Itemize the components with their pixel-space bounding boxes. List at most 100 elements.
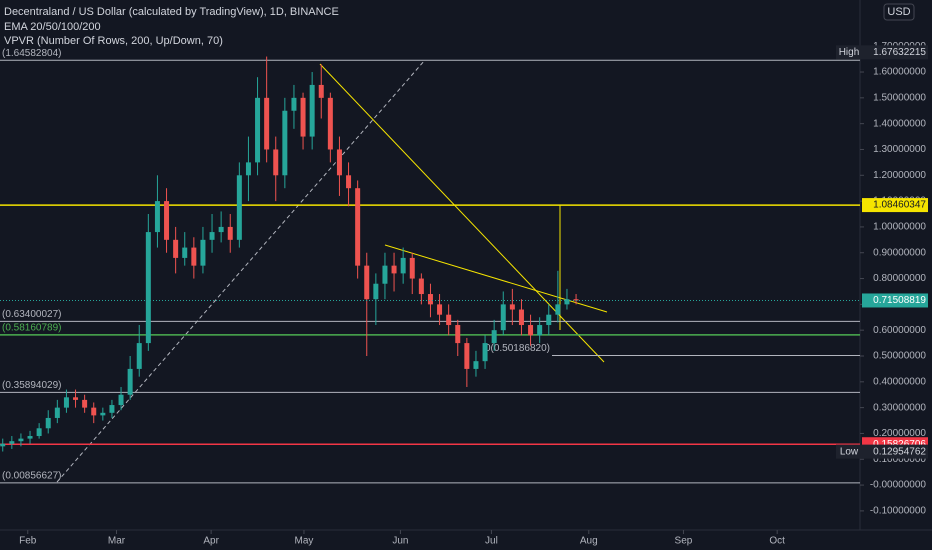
candle-body [63, 397, 69, 408]
currency[interactable]: USD [887, 6, 910, 18]
candle-body [509, 304, 515, 310]
candle-body [209, 232, 215, 240]
price-label-box [862, 444, 928, 459]
x-tick-label: May [295, 536, 314, 547]
candle-body [164, 201, 170, 240]
candle-body [546, 314, 552, 326]
price-label: 1.08460347 [873, 200, 926, 211]
candle-body [245, 162, 251, 176]
candle-body [118, 394, 124, 406]
x-tick-label: Mar [108, 536, 126, 547]
candle-body [309, 84, 315, 137]
candle-body [136, 343, 142, 369]
candle-body [255, 97, 261, 163]
candle-body [236, 175, 242, 240]
candle-body [191, 247, 197, 266]
y-tick-label: 0.30000000 [873, 402, 926, 413]
price-label: 0.71508819 [873, 295, 926, 306]
level-label: (1.64582804) [2, 48, 62, 59]
candle-body [355, 188, 361, 266]
indicator-label: VPVR (Number Of Rows, 200, Up/Down, 70) [4, 35, 223, 47]
x-tick-label: Jun [392, 536, 408, 547]
candle-body [437, 304, 443, 315]
price-label: 0.12954762 [873, 446, 926, 457]
candle-body [336, 149, 342, 176]
y-tick-label: 1.60000000 [873, 67, 926, 78]
candle-body [491, 330, 497, 344]
candle-body [264, 97, 270, 150]
trend-line [56, 59, 426, 483]
y-tick-label: 1.00000000 [873, 222, 926, 233]
y-tick-label: 1.50000000 [873, 92, 926, 103]
candle-body [82, 399, 88, 408]
candle-body [555, 304, 561, 315]
y-tick-label: -0.10000000 [870, 506, 927, 517]
candles [0, 56, 579, 452]
candle-body [473, 361, 479, 369]
candle-body [273, 149, 279, 176]
level-label: 0(0.50186820) [485, 343, 550, 354]
level-label: (0.58160789) [2, 323, 62, 334]
candle-body [573, 299, 579, 301]
price-label-box [862, 293, 928, 308]
level-label: (0.63400027) [2, 309, 62, 320]
y-tick-label: -0.00000000 [870, 480, 927, 491]
candle-body [218, 226, 224, 233]
candle-body [400, 257, 406, 274]
candle-body [382, 265, 388, 284]
candle-body [373, 283, 379, 300]
price-label-box [862, 198, 928, 213]
candle-body [182, 247, 188, 258]
x-tick-label: Aug [580, 536, 598, 547]
x-tick-label: Feb [19, 536, 37, 547]
price-label: 1.67632215 [873, 47, 926, 58]
candle-body [100, 412, 106, 416]
candle-body [200, 239, 206, 266]
candle-body [45, 417, 51, 429]
candle-body [154, 201, 160, 233]
candle-body [409, 257, 415, 279]
x-tick-label: Jul [485, 536, 498, 547]
candle-body [291, 97, 297, 111]
candle-body [455, 325, 461, 344]
candle-body [564, 299, 570, 305]
candle-body [518, 309, 524, 326]
y-tick-label: 0.60000000 [873, 325, 926, 336]
levels: (1.64582804) (0.63400027) (0.58160789) 0(0.… [0, 48, 860, 484]
x-tick-label: Apr [203, 536, 219, 547]
y-tick-label: 1.40000000 [873, 118, 926, 129]
level-label: (0.35894029) [2, 380, 62, 391]
candle-body [318, 84, 324, 98]
y-tick-label: 1.30000000 [873, 144, 926, 155]
y-tick-label: 0.80000000 [873, 273, 926, 284]
candle-body [446, 314, 452, 326]
x-tick-label: Oct [769, 536, 785, 547]
y-tick-label: 1.20000000 [873, 170, 926, 181]
candle-body [109, 405, 115, 413]
price-label-prefix: Low [840, 446, 859, 457]
candle-body [91, 407, 97, 416]
candle-body [173, 239, 179, 258]
candle-body [18, 438, 24, 442]
price-label-box [862, 45, 928, 60]
indicator-label: EMA 20/50/100/200 [4, 21, 101, 33]
chart-title: Decentraland / US Dollar (calculated by … [4, 6, 339, 18]
candle-body [500, 304, 506, 331]
candle-body [482, 343, 488, 362]
candle-body [73, 397, 79, 400]
candle-body [537, 325, 543, 336]
candle-body [0, 443, 6, 447]
y-tick-label: 0.20000000 [873, 428, 926, 439]
candle-body [346, 175, 352, 189]
candle-body [227, 226, 233, 240]
y-tick-label: 0.90000000 [873, 247, 926, 258]
y-tick-label: 0.10000000 [873, 454, 926, 465]
candle-body [9, 441, 15, 444]
candle-body [364, 265, 370, 300]
currency-box[interactable] [883, 3, 915, 21]
candle-body [282, 110, 288, 176]
candle-body [145, 232, 151, 344]
